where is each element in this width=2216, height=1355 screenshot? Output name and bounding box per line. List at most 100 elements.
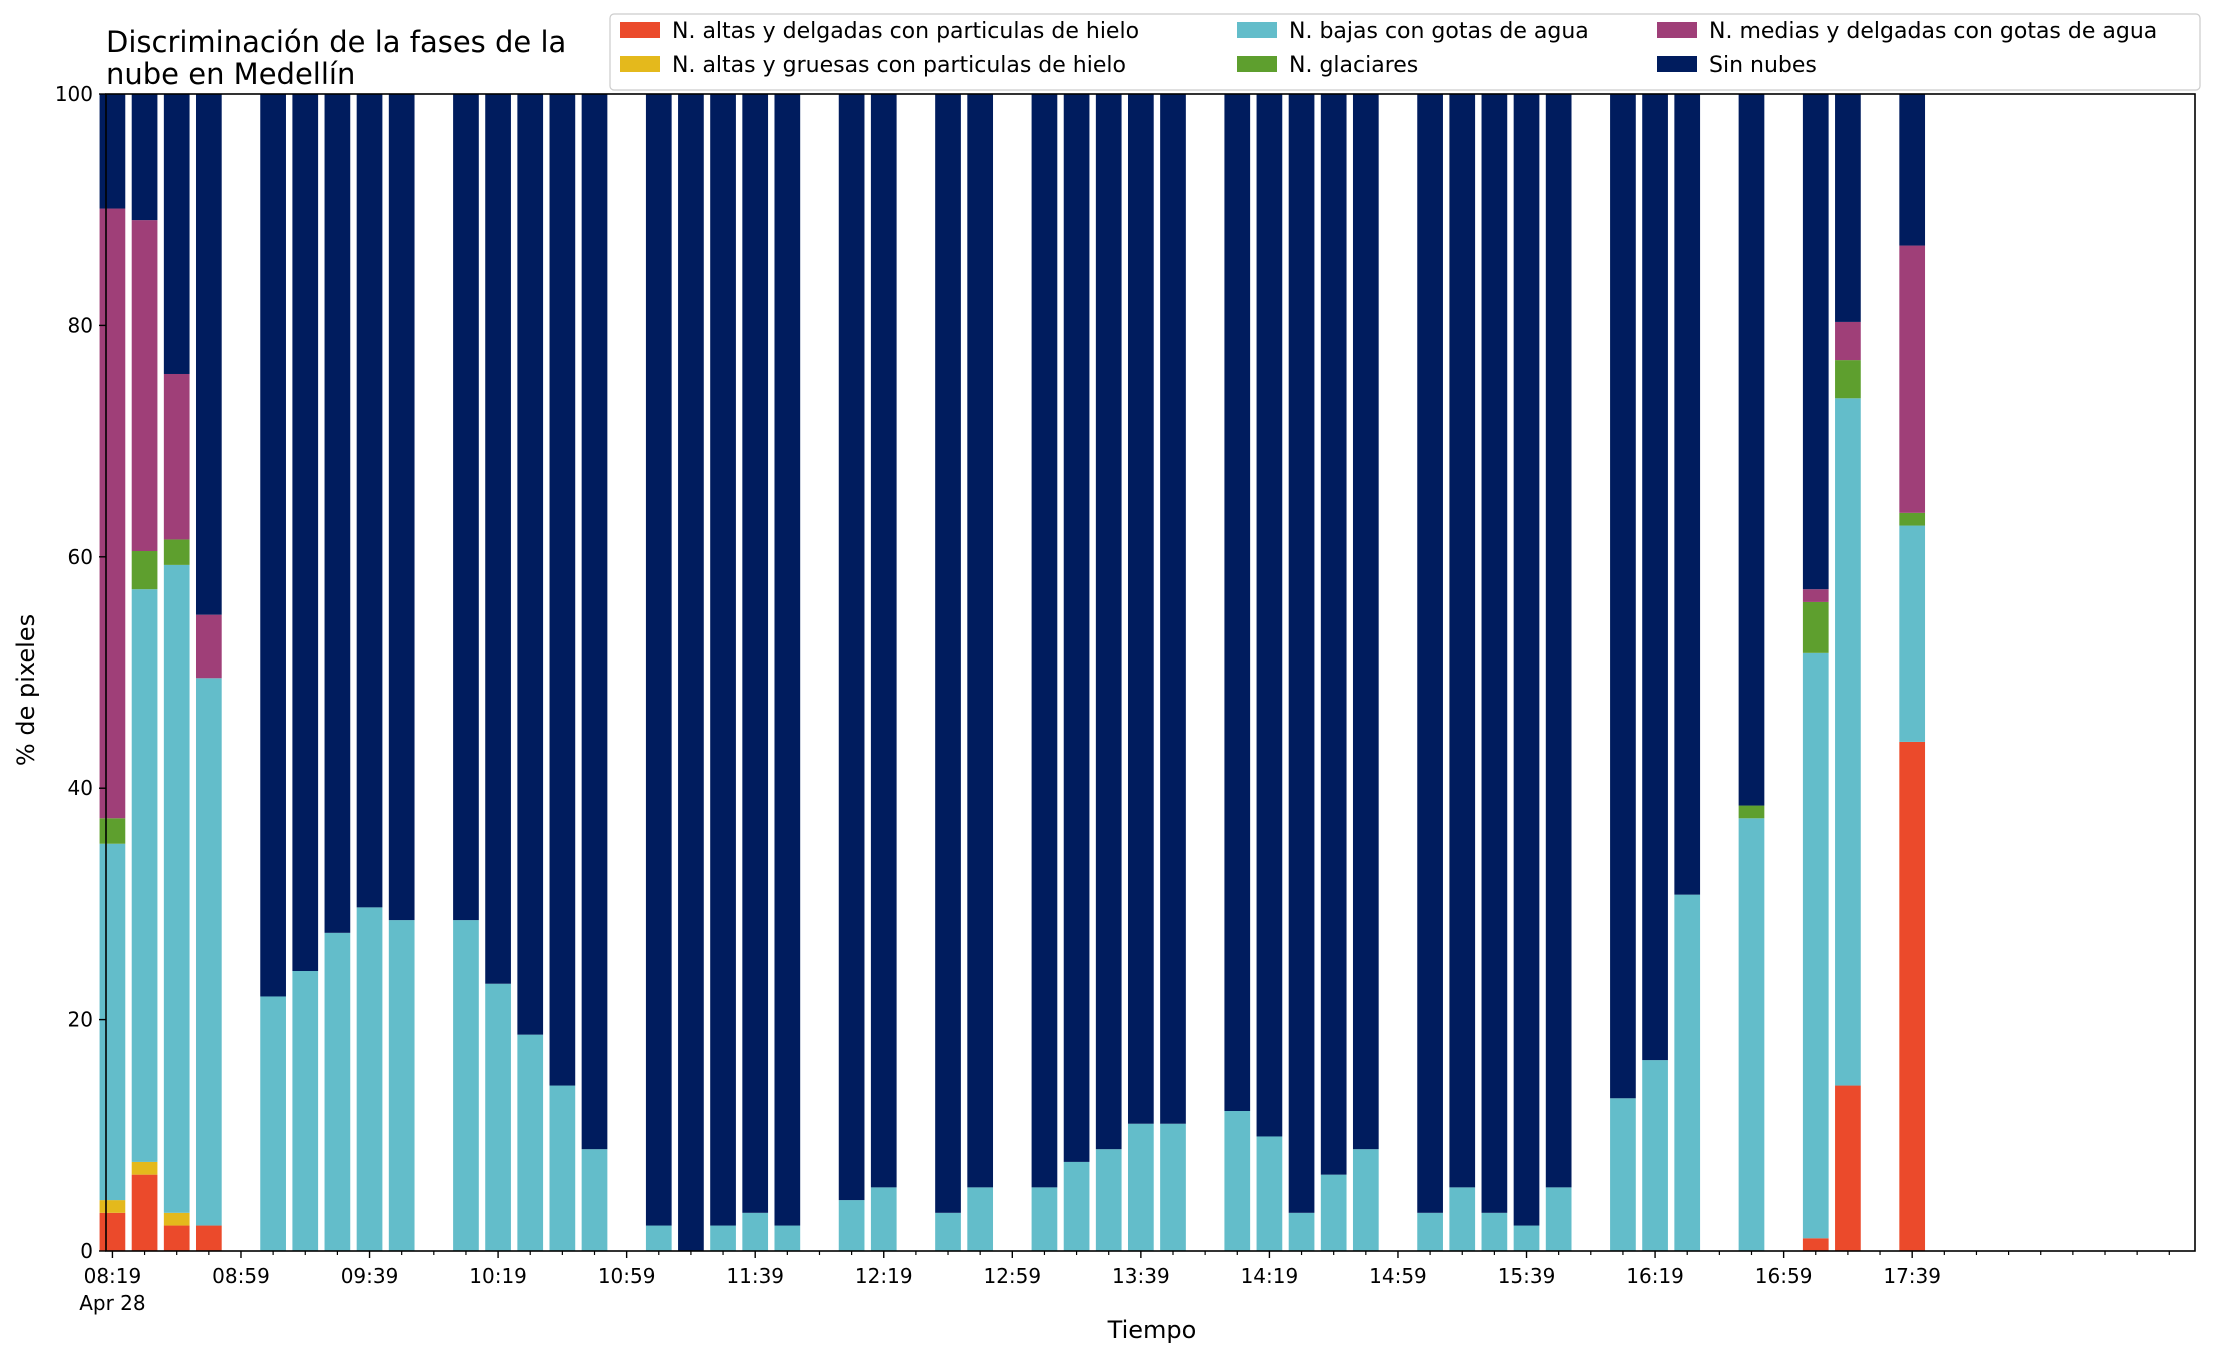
bar-segment — [388, 920, 415, 1251]
bar-segment — [1674, 94, 1701, 895]
bar-segment — [1352, 94, 1379, 1150]
legend-swatch — [1237, 56, 1277, 72]
bar-segment — [1449, 1187, 1476, 1251]
bar-segment — [1513, 1225, 1540, 1251]
bar-segment — [678, 94, 704, 1251]
bar-segment — [967, 1187, 994, 1251]
bar-segment — [99, 818, 126, 844]
y-tick-label: 60 — [68, 545, 93, 569]
bar-stack — [1449, 94, 1476, 1251]
bar-segment — [292, 971, 319, 1251]
bar-segment — [99, 1212, 126, 1251]
bar-stack — [549, 94, 576, 1251]
chart-title-line-1: Discriminación de la fases de la — [106, 25, 566, 59]
bar-segment — [99, 843, 126, 1201]
bar-stack — [1835, 94, 1861, 1251]
y-axis: 0 20 40 60 80 100 — [55, 82, 106, 1263]
bar-segment — [453, 94, 479, 921]
bar-segment — [870, 1187, 897, 1251]
bar-segment — [131, 220, 158, 552]
bar-segment — [99, 1200, 126, 1213]
bar-segment — [163, 1212, 190, 1226]
bar-segment — [131, 1174, 158, 1251]
bar-segment — [1674, 894, 1701, 1251]
bar-stack — [645, 94, 672, 1251]
bar-stack — [1481, 94, 1508, 1251]
bar-segment — [710, 1225, 736, 1251]
bar-segment — [1545, 1187, 1572, 1251]
bar-segment — [453, 920, 479, 1251]
x-tick-label: 12:19 — [855, 1264, 913, 1288]
bar-segment — [517, 1034, 544, 1251]
bar-stack — [131, 94, 158, 1251]
bar-segment — [131, 589, 158, 1162]
bar-segment — [1642, 94, 1668, 1061]
bar-stack — [1224, 94, 1251, 1251]
bar-segment — [1899, 94, 1926, 246]
bar-segment — [1320, 94, 1347, 1175]
legend-label: N. altas y gruesas con particulas de hie… — [672, 53, 1126, 78]
bar-segment — [1802, 652, 1829, 1239]
bar-segment — [1417, 94, 1443, 1213]
y-tick-label: 80 — [68, 313, 93, 337]
bar-segment — [485, 983, 511, 1251]
bar-segment — [1738, 94, 1765, 806]
bar-stack — [1545, 94, 1572, 1251]
bar-segment — [549, 94, 576, 1086]
bar-segment — [485, 94, 511, 984]
x-tick-label: 14:59 — [1369, 1264, 1427, 1288]
x-tick-label: 08:19 — [84, 1264, 142, 1288]
bar-segment — [1513, 94, 1540, 1226]
bar-segment — [356, 94, 383, 908]
bar-segment — [1610, 94, 1636, 1099]
x-tick-label: 10:59 — [598, 1264, 656, 1288]
bar-segment — [1802, 589, 1829, 602]
legend-label: N. altas y delgadas con particulas de hi… — [672, 19, 1139, 44]
bar-segment — [163, 564, 190, 1213]
x-tick-label: 14:19 — [1241, 1264, 1299, 1288]
bar-segment — [581, 1149, 608, 1251]
bar-segment — [356, 907, 383, 1251]
bar-segment — [1095, 94, 1122, 1150]
x-axis: 08:19 Apr 28 08:59 09:39 10:19 10:59 11:39 12:1… — [79, 1251, 2170, 1315]
bar-stack — [1513, 94, 1540, 1251]
bar-stack — [99, 94, 126, 1251]
plot-area — [99, 93, 2196, 1252]
bar-segment — [517, 94, 544, 1035]
bar-segment — [1835, 1085, 1861, 1251]
bar-stack — [935, 94, 961, 1251]
x-tick-label: 09:39 — [341, 1264, 399, 1288]
bar-segment — [1899, 245, 1926, 513]
bar-segment — [645, 94, 672, 1226]
bar-segment — [870, 94, 897, 1188]
bar-stack — [1256, 94, 1283, 1251]
y-tick-label: 0 — [80, 1239, 93, 1263]
bar-segment — [1224, 1111, 1251, 1251]
bar-segment — [195, 678, 222, 1226]
bar-stack — [742, 94, 769, 1251]
bar-segment — [742, 1212, 769, 1251]
x-tick-label: 12:59 — [983, 1264, 1041, 1288]
bar-segment — [195, 1225, 222, 1251]
bar-stack — [967, 94, 994, 1251]
bar-segment — [163, 373, 190, 540]
bar-segment — [1642, 1060, 1668, 1251]
bar-stack — [453, 94, 479, 1251]
bar-stack — [163, 94, 190, 1251]
bar-segment — [1256, 94, 1283, 1137]
bar-segment — [549, 1085, 576, 1251]
bar-segment — [967, 94, 994, 1188]
legend-swatch — [1237, 22, 1277, 38]
bar-segment — [131, 1161, 158, 1175]
legend-swatch — [1657, 56, 1697, 72]
bar-stack — [1738, 94, 1765, 1251]
bar-stack — [292, 94, 319, 1251]
bar-segment — [1835, 94, 1861, 322]
bar-segment — [1738, 818, 1765, 1251]
x-axis-label: Tiempo — [1107, 1316, 1197, 1344]
bar-segment — [1160, 1123, 1186, 1251]
bar-stack — [1288, 94, 1315, 1251]
bar-stack — [1899, 94, 1926, 1251]
bar-segment — [838, 1200, 865, 1251]
